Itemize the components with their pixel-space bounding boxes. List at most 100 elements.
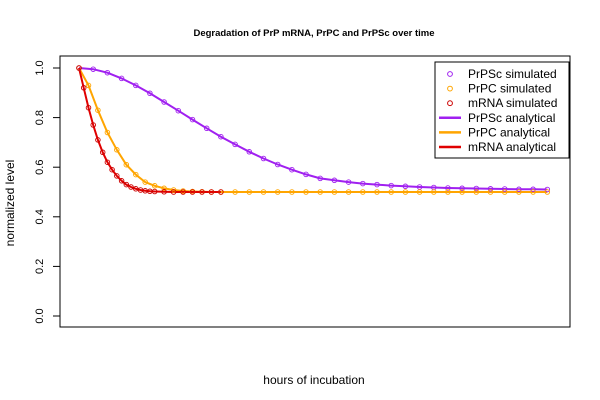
legend-item: mRNA analytical: [439, 140, 556, 154]
data-point: [114, 147, 120, 153]
data-point: [260, 189, 267, 195]
legend-box: [434, 61, 570, 159]
data-point: [118, 75, 125, 82]
series-line-mrna-analytical: [78, 67, 221, 193]
data-point: [530, 186, 536, 193]
data-point: [232, 189, 238, 195]
series-points-mrna-simulated: [76, 65, 224, 195]
legend-item: PrPC analytical: [439, 125, 550, 139]
data-point: [360, 189, 366, 195]
data-point: [123, 161, 130, 168]
y-tick-label: 0.0: [34, 308, 46, 323]
legend-label: PrPC analytical: [468, 125, 550, 139]
legend-marker: [447, 100, 453, 107]
data-point: [208, 189, 215, 195]
data-point: [95, 107, 101, 113]
legend-label: PrPSc simulated: [468, 67, 557, 81]
legend-marker: [447, 71, 453, 77]
data-point: [90, 66, 96, 72]
data-point: [317, 189, 323, 195]
data-point: [203, 125, 210, 132]
series-line-prpsc-analytical: [78, 67, 548, 191]
data-point: [402, 189, 409, 195]
data-point: [274, 189, 281, 195]
data-point: [473, 185, 480, 192]
data-point: [544, 189, 551, 195]
legend-label: PrPC simulated: [468, 82, 551, 96]
data-point: [161, 99, 167, 105]
data-point: [199, 189, 205, 195]
data-point: [501, 189, 508, 195]
y-tick-label: 0.6: [34, 160, 46, 175]
data-point: [180, 189, 186, 195]
data-point: [128, 184, 134, 190]
data-point: [345, 179, 352, 185]
legend-label: PrPSc analytical: [468, 111, 555, 125]
data-point: [189, 189, 196, 195]
data-point: [289, 189, 295, 195]
data-point: [104, 129, 111, 136]
data-point: [501, 186, 508, 192]
legend-item: PrPC simulated: [447, 82, 551, 96]
data-point: [118, 178, 125, 184]
data-point: [530, 189, 536, 195]
data-point: [170, 187, 177, 193]
legend-item: PrPSc simulated: [447, 67, 557, 81]
data-point: [246, 189, 253, 195]
data-point: [161, 185, 167, 192]
data-point: [473, 189, 480, 195]
data-point: [85, 82, 92, 89]
data-point: [402, 183, 409, 190]
data-point: [416, 189, 423, 195]
data-point: [445, 189, 451, 195]
data-point: [104, 159, 111, 165]
data-point: [388, 189, 394, 195]
data-point: [303, 189, 309, 195]
data-point: [109, 166, 115, 173]
data-point: [374, 189, 380, 195]
data-point: [133, 171, 139, 178]
data-point: [388, 182, 394, 189]
data-point: [331, 189, 338, 195]
legend-marker: [447, 85, 453, 92]
data-point: [289, 166, 295, 173]
data-point: [431, 189, 437, 195]
data-point: [374, 181, 380, 188]
legend-item: PrPSc analytical: [439, 111, 555, 125]
y-tick-label: 1.0: [34, 60, 46, 75]
y-axis-label: normalized level: [3, 160, 17, 247]
data-point: [487, 189, 494, 195]
data-point: [360, 180, 366, 187]
data-point: [459, 189, 465, 195]
data-point: [85, 104, 92, 111]
data-point: [189, 116, 196, 123]
data-point: [80, 85, 87, 91]
data-point: [487, 186, 494, 192]
data-point: [90, 122, 96, 128]
legend-item: mRNA simulated: [447, 96, 557, 110]
chart-title: Degradation of PrP mRNA, PrPC and PrPSc …: [193, 28, 434, 39]
data-point: [142, 179, 148, 185]
data-point: [95, 137, 101, 143]
y-tick-label: 0.8: [34, 110, 46, 125]
data-point: [331, 177, 338, 184]
data-point: [99, 149, 106, 156]
data-point: [516, 189, 522, 195]
data-point: [147, 90, 153, 97]
data-point: [260, 155, 267, 162]
data-point: [516, 186, 522, 193]
data-point: [175, 107, 182, 114]
data-point: [218, 133, 224, 140]
y-tick-label: 0.4: [34, 209, 46, 224]
data-point: [133, 82, 139, 89]
y-tick-label: 0.2: [34, 259, 46, 274]
data-point: [345, 189, 352, 195]
data-point: [123, 181, 130, 188]
data-point: [274, 161, 281, 168]
data-point: [459, 185, 465, 192]
legend-label: mRNA analytical: [468, 140, 556, 154]
y-axis: 0.0 0.2 0.4 0.6 0.8 1.0: [34, 60, 61, 324]
series-layer: [76, 65, 551, 195]
